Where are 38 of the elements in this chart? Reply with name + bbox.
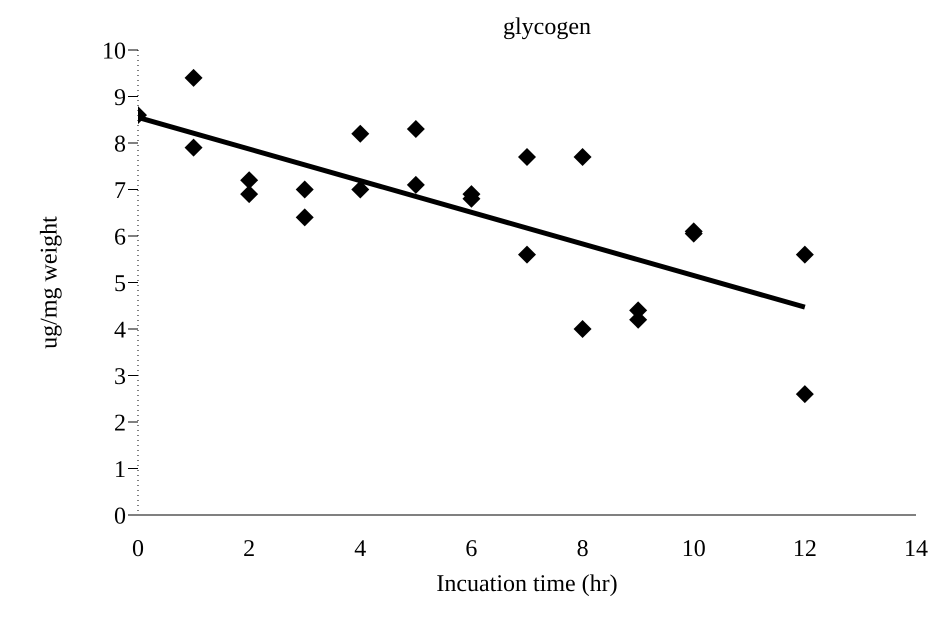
y-tick-label: 3 — [114, 364, 126, 390]
point — [296, 208, 314, 226]
point — [351, 180, 370, 198]
x-tick-label: 10 — [682, 536, 706, 562]
y-tick-label: 9 — [114, 85, 126, 112]
point — [296, 180, 314, 198]
y-tick-label: 0 — [114, 504, 126, 530]
point — [184, 68, 203, 87]
point — [240, 171, 258, 190]
point — [406, 120, 425, 138]
point — [574, 148, 592, 166]
chart-title: glycogen — [503, 14, 591, 40]
point — [518, 246, 536, 264]
x-tick-label: 6 — [465, 536, 478, 562]
y-tick-label: 7 — [114, 178, 126, 204]
point — [518, 148, 536, 166]
point — [796, 246, 814, 264]
x-tick-label: 0 — [132, 536, 144, 562]
point — [184, 138, 203, 157]
y-tick-label: 1 — [114, 457, 126, 484]
y-tick-label: 4 — [114, 318, 126, 344]
y-tick-label: 6 — [114, 224, 126, 251]
point — [574, 320, 592, 338]
x-axis-title: Incuation time (hr) — [436, 571, 618, 597]
x-tick-label: 4 — [354, 536, 366, 562]
y-tick-label: 10 — [102, 38, 126, 65]
y-tick-label: 5 — [114, 271, 126, 298]
x-tick-label: 14 — [904, 536, 928, 562]
x-tick-label: 2 — [243, 536, 256, 562]
y-tick-label: 8 — [114, 132, 126, 158]
point — [796, 385, 814, 404]
point — [406, 176, 425, 194]
y-axis-title: ug/mg weight — [36, 216, 63, 349]
y-tick-label: 2 — [114, 410, 126, 437]
point — [351, 124, 370, 143]
x-tick-label: 8 — [576, 536, 589, 562]
x-tick-label: 12 — [792, 536, 817, 562]
point — [240, 185, 258, 204]
